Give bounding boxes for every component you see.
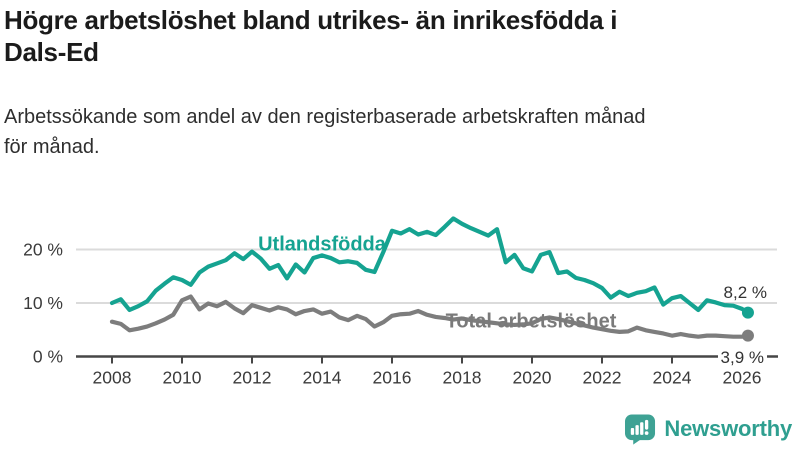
newsworthy-logo-text: Newsworthy — [664, 416, 792, 441]
newsworthy-logo[interactable]: Newsworthy — [624, 412, 792, 446]
x-axis-tick-label: 2024 — [653, 368, 692, 388]
x-axis-tick-label: 2026 — [723, 368, 762, 388]
chart-canvas: 0 % 10 % 20 % 2008 2010 2012 2014 2016 2018 2020 2… — [23, 216, 778, 388]
series-label-total-arbetsloshet: Total arbetslöshet — [445, 310, 617, 333]
page-title: Högre arbetslöshet bland utrikes- än inr… — [4, 5, 618, 67]
newsworthy-logo-icon — [625, 413, 656, 445]
x-axis-tick-label: 2012 — [233, 368, 272, 388]
series-end-dot — [741, 306, 754, 319]
series-end-dot — [741, 329, 754, 342]
x-axis-tick-label: 2020 — [513, 368, 552, 388]
y-axis-tick-label: 0 % — [33, 347, 63, 367]
x-axis-tick-label: 2008 — [93, 368, 132, 388]
end-value-total-arbetsloshet: 3,9 % — [717, 348, 767, 368]
series-line — [109, 216, 751, 315]
x-axis-tick-label: 2022 — [583, 368, 622, 388]
x-axis-tick-label: 2018 — [443, 368, 482, 388]
end-value-utlandsfodda: 8,2 % — [723, 283, 767, 302]
y-axis-tick-label: 20 % — [23, 240, 63, 260]
x-axis-tick-label: 2014 — [303, 368, 342, 388]
x-axis-tick-label: 2016 — [373, 368, 412, 388]
y-axis-tick-label: 10 % — [23, 293, 63, 313]
series-line — [109, 294, 751, 339]
series-label-utlandsfodda: Utlandsfödda — [258, 233, 386, 256]
page-subtitle: Arbetssökande som andel av den registerb… — [4, 106, 646, 158]
x-axis-tick-label: 2010 — [163, 368, 202, 388]
